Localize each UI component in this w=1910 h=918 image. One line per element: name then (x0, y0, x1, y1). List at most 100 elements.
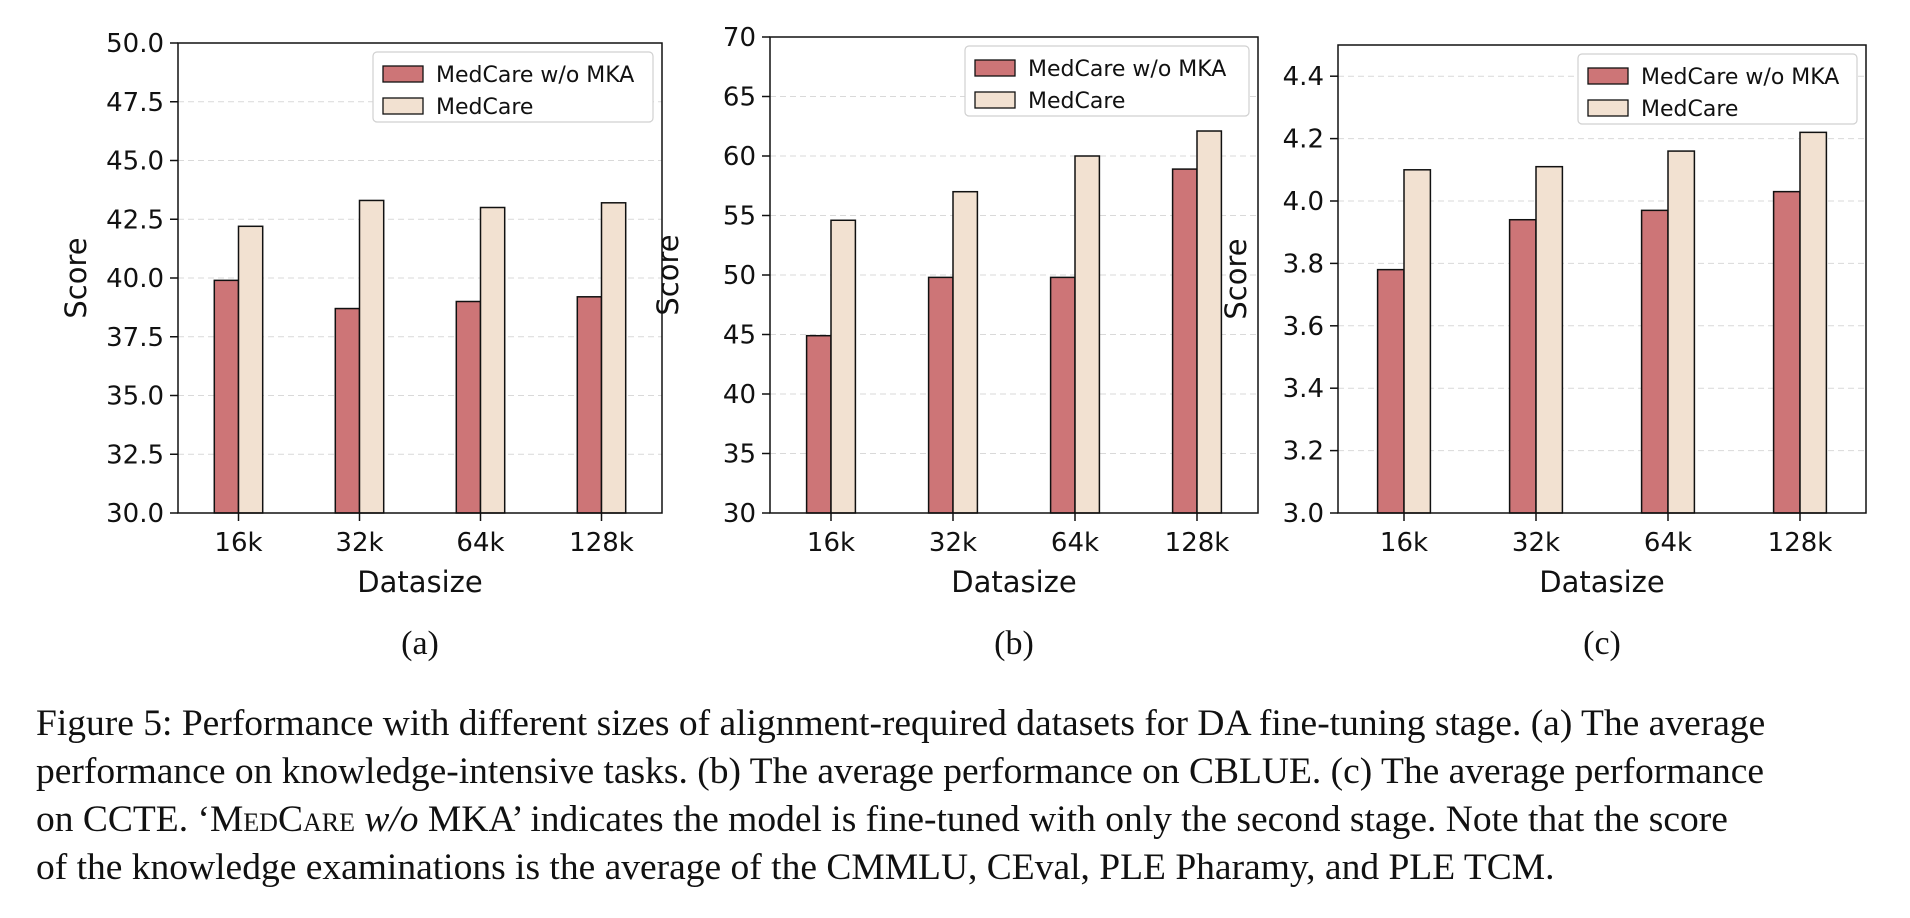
bar (600, 202, 627, 514)
y-tick-label: 42.5 (106, 205, 164, 235)
bar (1074, 155, 1101, 514)
figure-charts: 30.0 32.5 35.0 37.5 40.0 42.5 45.0 47.5 50.0 16k 3… (59, 23, 1867, 662)
y-tick-label: 4.2 (1283, 125, 1324, 155)
subfigure-label: (b) (994, 625, 1034, 662)
legend-swatch (382, 97, 424, 115)
x-axis-label: Datasize (951, 565, 1076, 599)
y-tick-label: 45 (723, 321, 756, 351)
y-tick-label: 65 (723, 83, 756, 113)
bar (1171, 168, 1198, 514)
y-axis-label: Score (1219, 238, 1253, 319)
figure-caption: Figure 5: Performance with different siz… (36, 700, 1906, 892)
y-tick-label: 70 (723, 23, 756, 53)
chart-panel-1: 30.0 32.5 35.0 37.5 40.0 42.5 45.0 47.5 50.0 16k 3… (59, 29, 663, 662)
legend-label: MedCare w/o MKA (1641, 65, 1839, 90)
bar (358, 199, 385, 514)
legend-box (964, 45, 1250, 117)
bar (576, 296, 603, 514)
bar (479, 206, 506, 514)
legend-label: MedCare (1028, 89, 1125, 114)
y-axis-label: Score (59, 237, 93, 318)
y-tick-label: 47.5 (106, 88, 164, 118)
bar (1772, 190, 1801, 514)
y-tick-label: 4.4 (1283, 62, 1324, 92)
bar (1535, 165, 1564, 514)
legend-label: MedCare w/o MKA (1028, 57, 1226, 82)
y-tick-label: 4.0 (1283, 187, 1324, 217)
bar (455, 300, 482, 514)
x-tick-label: 32k (335, 528, 383, 558)
caption-line-4: of the knowledge examinations is the ave… (36, 847, 1555, 888)
bar (952, 190, 979, 514)
x-axis-label: Datasize (357, 565, 482, 599)
plot-frame (1337, 44, 1867, 514)
y-tick-label: 30 (723, 499, 756, 529)
bar (927, 276, 954, 514)
bar (1376, 268, 1405, 514)
legend: MedCare w/o MKA MedCare (1577, 53, 1858, 125)
bar (1640, 209, 1669, 514)
bar (237, 225, 264, 514)
plot-frame (769, 36, 1259, 514)
legend-swatch (1587, 67, 1629, 85)
x-tick-label: 64k (456, 528, 504, 558)
y-tick-label: 3.6 (1283, 312, 1324, 342)
y-tick-label: 30.0 (106, 499, 164, 529)
caption-line-3-space (355, 799, 364, 840)
y-tick-label: 50.0 (106, 29, 164, 59)
caption-wo: w/o (364, 799, 419, 840)
chart-panel-2: 30 35 40 45 50 55 60 65 70 16k 32k 64k 128k Datasize S… (651, 23, 1259, 662)
y-tick-label: 3.2 (1283, 437, 1324, 467)
caption-line-3-end: MKA’ indicates the model is fine-tuned w… (418, 799, 1728, 840)
legend-swatch (1587, 99, 1629, 117)
caption-line-1: Figure 5: Performance with different siz… (36, 703, 1766, 744)
bar (1196, 130, 1223, 514)
bar (830, 219, 857, 514)
x-tick-label: 128k (1768, 528, 1833, 558)
x-tick-label: 16k (214, 528, 262, 558)
y-axis-label: Score (651, 234, 685, 315)
legend-box (1577, 53, 1858, 125)
legend-swatch (974, 59, 1016, 77)
bar (1403, 169, 1432, 514)
x-tick-label: 32k (1512, 528, 1560, 558)
x-tick-label: 16k (1380, 528, 1428, 558)
bar (1049, 276, 1076, 514)
legend-label: MedCare (1641, 97, 1738, 122)
y-tick-label: 35.0 (106, 382, 164, 412)
chart-panel-3: 3.0 3.2 3.4 3.6 3.8 4.0 4.2 4.4 16k 32k 64k 128k Dat… (1219, 44, 1867, 662)
y-tick-label: 50 (723, 261, 756, 291)
y-tick-label: 45.0 (106, 147, 164, 177)
bar (334, 307, 361, 514)
caption-model-name: MedCare (209, 799, 355, 840)
y-tick-label: 40.0 (106, 264, 164, 294)
y-tick-label: 3.0 (1283, 499, 1324, 529)
legend: MedCare w/o MKA MedCare (372, 51, 654, 123)
legend-box (372, 51, 654, 123)
legend-swatch (382, 65, 424, 83)
y-tick-label: 40 (723, 380, 756, 410)
y-tick-label: 3.8 (1283, 249, 1324, 279)
bar (1667, 150, 1696, 514)
caption-line-3-start: on CCTE. ‘ (36, 799, 210, 840)
caption-line-2: performance on knowledge-intensive tasks… (36, 751, 1765, 792)
y-tick-label: 3.4 (1283, 374, 1324, 404)
bar (1799, 131, 1828, 514)
bar (805, 334, 832, 514)
plot-frame (177, 42, 663, 514)
legend-swatch (974, 91, 1016, 109)
y-tick-label: 35 (723, 440, 756, 470)
x-tick-label: 128k (1165, 528, 1230, 558)
subfigure-label: (a) (401, 625, 439, 662)
x-axis-label: Datasize (1539, 565, 1664, 599)
y-tick-label: 37.5 (106, 323, 164, 353)
y-tick-label: 32.5 (106, 440, 164, 470)
y-tick-label: 55 (723, 202, 756, 232)
legend-label: MedCare w/o MKA (436, 63, 634, 88)
legend: MedCare w/o MKA MedCare (964, 45, 1250, 117)
bar (1508, 218, 1537, 514)
y-tick-label: 60 (723, 142, 756, 172)
x-tick-label: 64k (1644, 528, 1692, 558)
bar (213, 279, 240, 514)
